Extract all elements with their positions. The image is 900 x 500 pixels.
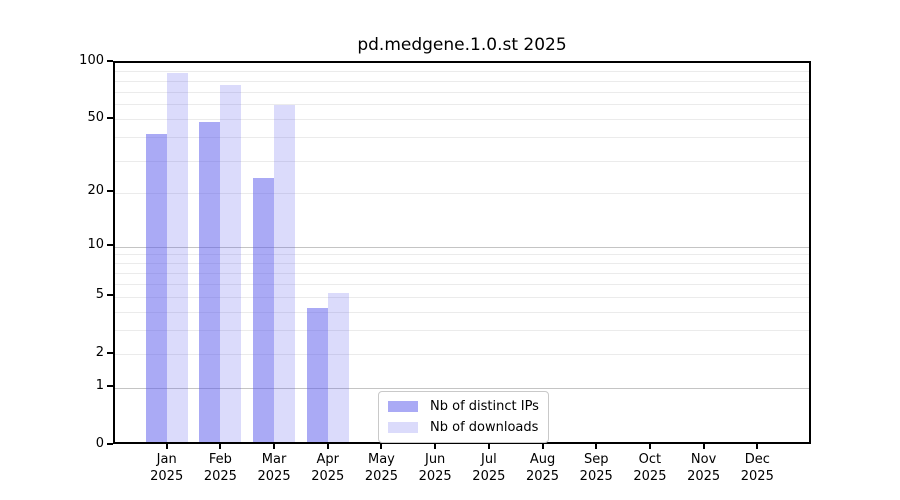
gridline-major: [115, 246, 809, 248]
bar-mar-0: [253, 178, 275, 442]
gridline-minor: [115, 192, 809, 194]
x-tick-label: May 2025: [364, 452, 398, 484]
x-tick-mark: [595, 444, 598, 449]
gridline-minor: [115, 354, 809, 356]
chart-title: pd.medgene.1.0.st 2025: [357, 35, 567, 55]
gridline-minor: [115, 91, 809, 93]
y-tick-label: 1: [95, 378, 104, 394]
x-tick-mark: [487, 444, 490, 449]
x-tick-label: Aug 2025: [525, 452, 560, 484]
y-tick-mark: [107, 385, 113, 388]
y-tick-mark: [107, 116, 113, 119]
x-tick-mark: [756, 444, 759, 449]
gridline-minor: [115, 119, 809, 121]
x-tick-label: Dec 2025: [740, 452, 774, 484]
legend-layer: Nb of distinct IPs Nb of downloads: [113, 61, 811, 444]
x-tick-label: Sep 2025: [579, 452, 613, 484]
gridline-minor: [115, 263, 809, 265]
gridline-major: [115, 387, 809, 389]
x-tick-mark: [541, 444, 544, 449]
bar-jan-1: [166, 73, 188, 442]
x-tick-mark: [165, 444, 168, 449]
y-tick-mark: [107, 60, 113, 62]
gridline-minor: [115, 71, 809, 73]
bar-mar-1: [274, 105, 296, 442]
x-tick-mark: [273, 444, 276, 449]
gridline-minor: [115, 104, 809, 106]
legend: Nb of distinct IPs Nb of downloads: [378, 391, 549, 443]
x-tick-mark: [380, 444, 383, 449]
gridline-minor: [115, 284, 809, 285]
y-tick-mark: [107, 351, 113, 354]
legend-swatch-distinct-ips: [388, 401, 418, 412]
y-tick-mark: [107, 190, 113, 193]
gridline-minor: [115, 160, 809, 162]
x-tick-label: Feb 2025: [203, 452, 237, 484]
bar-feb-0: [199, 122, 221, 442]
gridline-minor: [115, 137, 809, 139]
x-tick-mark: [434, 444, 437, 449]
y-tick-mark: [107, 294, 113, 297]
x-tick-label: Oct 2025: [633, 452, 667, 484]
x-tick-mark: [219, 444, 222, 449]
gridline-minor: [115, 330, 809, 332]
x-tick-mark: [326, 444, 329, 449]
gridline-minor: [115, 272, 809, 274]
y-tick-label: 50: [87, 109, 104, 125]
x-tick-mark: [648, 444, 651, 449]
legend-row-distinct-ips: Nb of distinct IPs: [388, 397, 539, 416]
y-tick-mark: [107, 244, 113, 246]
x-tick-label: Jun 2025: [418, 452, 452, 484]
legend-label-distinct-ips: Nb of distinct IPs: [430, 399, 539, 414]
legend-row-downloads: Nb of downloads: [388, 418, 539, 437]
bar-jan-0: [145, 133, 167, 442]
plot-area: [113, 61, 811, 444]
y-tick-label: 100: [79, 53, 104, 68]
x-tick-label: Jan 2025: [150, 452, 184, 484]
x-tick-label: Nov 2025: [687, 452, 721, 484]
gridline-minor: [115, 296, 809, 298]
x-tick-label: Apr 2025: [311, 452, 345, 484]
bar-feb-1: [220, 84, 242, 442]
x-tick-label: Jul 2025: [472, 452, 506, 484]
x-tick-label: Mar 2025: [257, 452, 291, 484]
gridline-minor: [115, 311, 809, 313]
bar-apr-1: [327, 293, 349, 442]
y-tick-mark: [107, 443, 113, 445]
legend-label-downloads: Nb of downloads: [430, 420, 539, 435]
gridline-minor: [115, 254, 809, 256]
gridline-minor: [115, 80, 809, 82]
bar-apr-0: [306, 308, 328, 442]
y-tick-label: 20: [87, 183, 104, 199]
y-tick-label: 10: [87, 237, 104, 252]
legend-swatch-downloads: [388, 422, 418, 433]
y-tick-label: 2: [95, 344, 104, 360]
y-tick-label: 5: [95, 287, 104, 303]
x-tick-mark: [702, 444, 705, 449]
y-tick-label: 0: [95, 436, 104, 451]
